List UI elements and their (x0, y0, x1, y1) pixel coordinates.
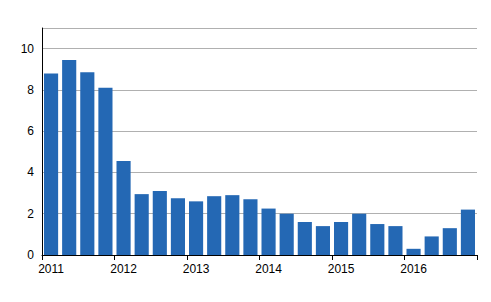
svg-text:2012: 2012 (110, 262, 137, 276)
svg-text:2011: 2011 (38, 262, 64, 276)
svg-text:4: 4 (27, 165, 34, 179)
svg-text:2013: 2013 (183, 262, 210, 276)
svg-text:2014: 2014 (255, 262, 282, 276)
svg-text:10: 10 (21, 42, 35, 56)
svg-text:2016: 2016 (400, 262, 427, 276)
svg-text:2: 2 (27, 207, 34, 221)
svg-text:2015: 2015 (328, 262, 355, 276)
svg-text:6: 6 (27, 124, 34, 138)
svg-text:0: 0 (27, 248, 34, 262)
svg-text:8: 8 (27, 83, 34, 97)
